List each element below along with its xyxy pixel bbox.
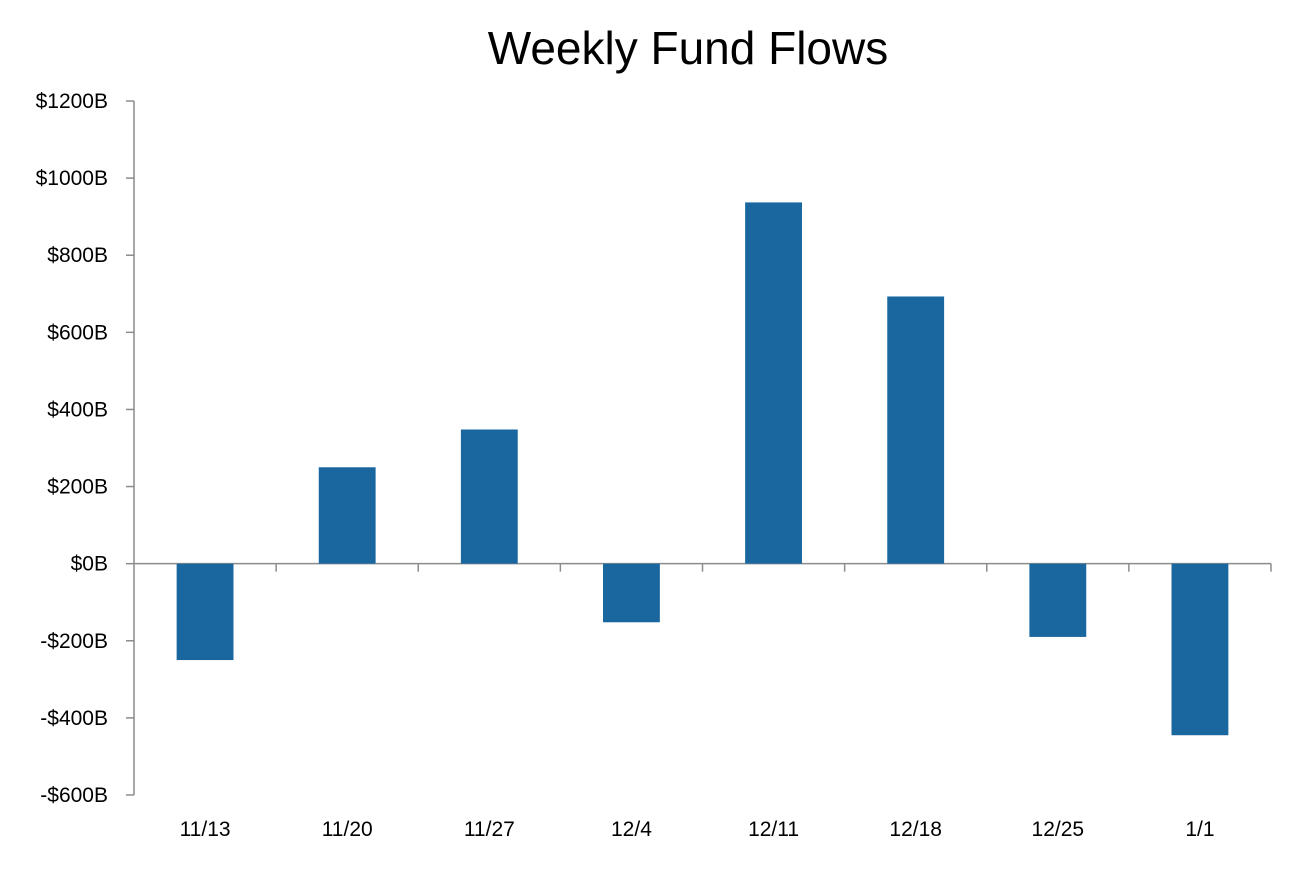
y-tick-label: $400B (47, 398, 108, 421)
y-tick-label: $200B (47, 476, 108, 499)
bar (887, 296, 945, 564)
bar (318, 467, 376, 564)
y-tick-label: $0B (71, 553, 108, 576)
x-tick-label: 12/25 (1032, 818, 1085, 841)
x-tick-label: 1/1 (1185, 818, 1214, 841)
y-tick-label: $1000B (36, 167, 108, 190)
bar (603, 563, 660, 623)
x-tick-label: 12/4 (611, 818, 652, 841)
y-tick-label: -$400B (40, 707, 108, 730)
y-tick-label: $800B (47, 244, 108, 267)
bar (1171, 563, 1229, 736)
bar (745, 202, 802, 564)
x-tick-label: 12/18 (889, 818, 942, 841)
y-axis: -$600B -$400B -$200B $0B $200B $400B $600B $800… (36, 90, 135, 807)
y-tick-label: $600B (47, 321, 108, 344)
bar (1029, 563, 1087, 637)
chart-title: Weekly Fund Flows (488, 22, 889, 74)
bar (460, 429, 518, 564)
x-tick-label: 11/27 (464, 818, 515, 841)
x-axis: 11/13 11/20 11/27 12/4 12/11 12/18 12/25 1/1 (134, 562, 1272, 841)
x-tick-label: 11/13 (180, 818, 231, 841)
bar-series (176, 202, 1229, 736)
y-tick-label: -$200B (40, 630, 108, 653)
x-tick-label: 12/11 (748, 818, 799, 841)
bar (176, 563, 234, 661)
x-tick-label: 11/20 (322, 818, 373, 841)
y-tick-label: -$600B (40, 784, 108, 807)
y-tick-label: $1200B (36, 90, 108, 113)
